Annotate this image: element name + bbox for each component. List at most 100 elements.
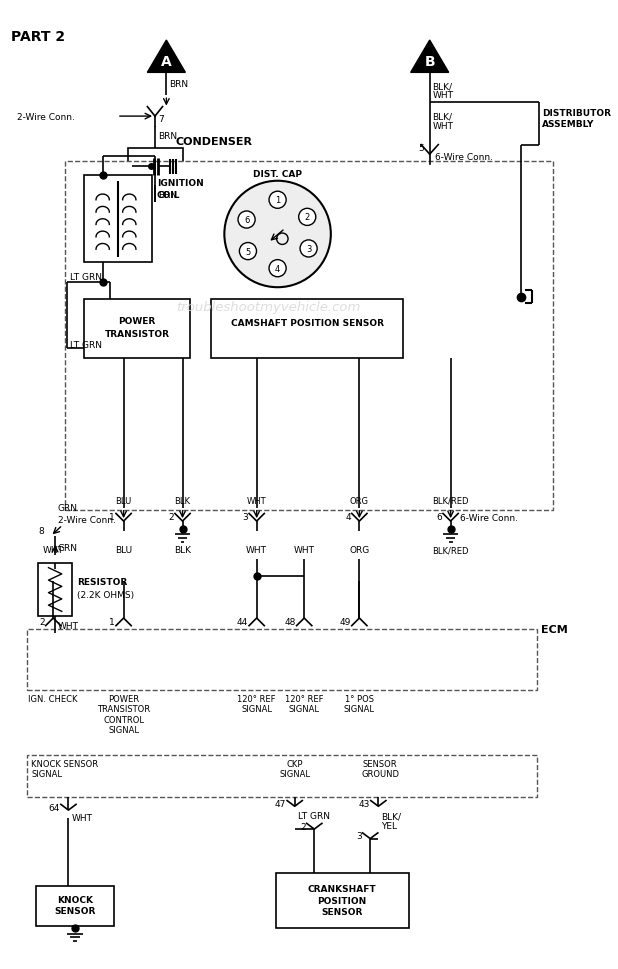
Text: KNOCK SENSOR
SIGNAL: KNOCK SENSOR SIGNAL — [32, 759, 98, 778]
Text: 8: 8 — [38, 526, 44, 536]
Text: WHT: WHT — [433, 122, 454, 131]
Text: 2: 2 — [168, 513, 174, 521]
Text: BLU: BLU — [116, 496, 132, 506]
Text: LT GRN: LT GRN — [297, 811, 329, 821]
Text: ORG: ORG — [350, 496, 369, 506]
Text: SENSOR
GROUND: SENSOR GROUND — [362, 759, 399, 778]
Circle shape — [300, 240, 317, 258]
Text: COIL: COIL — [157, 190, 180, 200]
Circle shape — [269, 192, 286, 209]
Circle shape — [269, 261, 286, 277]
Text: 6-Wire Conn.: 6-Wire Conn. — [460, 514, 518, 522]
Circle shape — [238, 212, 255, 229]
Text: 49: 49 — [339, 617, 351, 627]
Text: 7: 7 — [158, 115, 164, 124]
Text: CKP
SIGNAL: CKP SIGNAL — [279, 759, 310, 778]
Text: 1: 1 — [109, 617, 115, 627]
Circle shape — [239, 243, 256, 261]
Text: 43: 43 — [358, 799, 370, 808]
Text: SENSOR: SENSOR — [54, 906, 96, 916]
Bar — [38, 563, 72, 616]
Text: 2: 2 — [300, 822, 306, 830]
Text: 1° POS
SIGNAL: 1° POS SIGNAL — [344, 695, 375, 714]
Circle shape — [277, 234, 288, 245]
Text: 1: 1 — [109, 513, 115, 521]
Text: 120° REF
SIGNAL: 120° REF SIGNAL — [237, 695, 276, 714]
Text: WHT: WHT — [247, 496, 266, 506]
Bar — [27, 630, 537, 691]
Text: ECM: ECM — [541, 625, 568, 635]
Text: (2.2K OHMS): (2.2K OHMS) — [77, 590, 134, 599]
Text: BLK/RED: BLK/RED — [433, 546, 469, 554]
Text: BLK/RED: BLK/RED — [433, 496, 469, 506]
Circle shape — [224, 181, 331, 288]
Text: BLU: BLU — [115, 546, 132, 554]
Text: LT GRN: LT GRN — [70, 273, 103, 282]
Text: GRN: GRN — [58, 544, 78, 552]
Text: ORG: ORG — [349, 546, 370, 554]
Text: DISTRIBUTOR: DISTRIBUTOR — [542, 109, 611, 117]
Text: PART 2: PART 2 — [11, 30, 66, 45]
Text: A: A — [161, 55, 172, 69]
Text: 3: 3 — [306, 245, 311, 254]
Bar — [65, 162, 553, 510]
Text: BRN: BRN — [158, 190, 177, 200]
Text: RESISTOR: RESISTOR — [77, 578, 127, 587]
Text: 3: 3 — [242, 513, 248, 521]
Text: 48: 48 — [284, 617, 295, 627]
Text: 5: 5 — [418, 143, 424, 153]
Text: WHT: WHT — [58, 621, 79, 631]
Polygon shape — [411, 41, 449, 74]
Text: 47: 47 — [275, 799, 286, 808]
Text: BLK/: BLK/ — [433, 112, 452, 121]
Text: 64: 64 — [49, 803, 60, 812]
Text: BRN: BRN — [169, 80, 188, 89]
Text: IGN. CHECK: IGN. CHECK — [28, 695, 78, 703]
Text: 2-Wire Conn.: 2-Wire Conn. — [58, 516, 116, 524]
Text: 2-Wire Conn.: 2-Wire Conn. — [17, 112, 75, 121]
Text: TRANSISTOR: TRANSISTOR — [104, 330, 169, 339]
Text: 5: 5 — [245, 247, 250, 257]
Text: WHT: WHT — [294, 546, 315, 554]
Bar — [211, 299, 403, 359]
Text: BRN: BRN — [158, 132, 177, 141]
Text: BLK/: BLK/ — [381, 811, 401, 821]
Circle shape — [298, 209, 316, 226]
Text: LT GRN: LT GRN — [70, 340, 103, 350]
Text: WHT: WHT — [43, 546, 64, 554]
Text: ASSEMBLY: ASSEMBLY — [542, 120, 595, 129]
Text: GRN: GRN — [58, 504, 78, 513]
Text: CAMSHAFT POSITION SENSOR: CAMSHAFT POSITION SENSOR — [231, 319, 384, 328]
Bar — [36, 887, 114, 926]
Text: 4: 4 — [275, 265, 280, 273]
Text: 44: 44 — [237, 617, 248, 627]
Text: WHT: WHT — [71, 813, 92, 823]
Text: POWER: POWER — [118, 317, 156, 326]
Text: BLK: BLK — [174, 546, 191, 554]
Bar — [129, 149, 184, 185]
Text: WHT: WHT — [246, 546, 267, 554]
Text: 1: 1 — [275, 196, 280, 205]
Bar — [276, 873, 408, 928]
Text: B: B — [425, 55, 435, 69]
Text: POSITION: POSITION — [318, 896, 367, 905]
Bar — [83, 175, 152, 264]
Text: SENSOR: SENSOR — [321, 907, 363, 917]
Text: DIST. CAP: DIST. CAP — [253, 170, 302, 178]
Text: BLK/: BLK/ — [433, 82, 452, 91]
Text: POWER
TRANSISTOR
CONTROL
SIGNAL: POWER TRANSISTOR CONTROL SIGNAL — [97, 695, 150, 735]
Polygon shape — [147, 41, 185, 74]
Text: BLK: BLK — [174, 496, 190, 506]
Text: WHT: WHT — [433, 91, 454, 100]
Text: troubleshootmyvehicle.com: troubleshootmyvehicle.com — [176, 300, 360, 313]
Text: 6: 6 — [244, 216, 249, 225]
Bar — [83, 299, 190, 359]
Text: 3: 3 — [356, 831, 362, 840]
Text: CRANKSHAFT: CRANKSHAFT — [308, 885, 376, 893]
Text: 2: 2 — [305, 213, 310, 222]
Text: KNOCK: KNOCK — [57, 895, 93, 904]
Text: YEL: YEL — [381, 821, 397, 829]
Text: 6: 6 — [436, 513, 442, 521]
Text: 120° REF
SIGNAL: 120° REF SIGNAL — [285, 695, 323, 714]
Text: 6-Wire Conn.: 6-Wire Conn. — [436, 152, 493, 162]
